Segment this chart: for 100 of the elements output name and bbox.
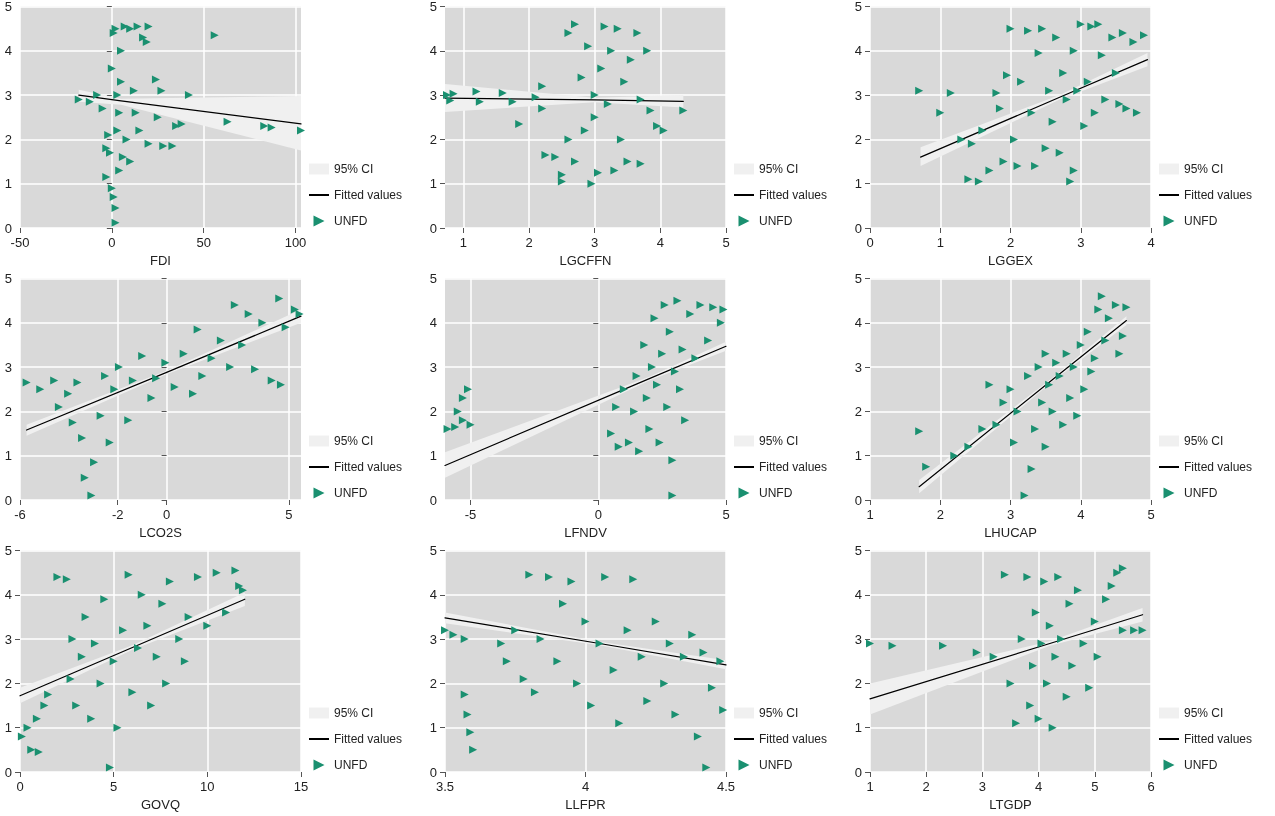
point [203,621,212,630]
legend-label: UNFD [334,758,368,772]
point [601,573,610,582]
x-tick-label: 3.5 [435,779,455,794]
x-tick-label: 1 [866,779,874,794]
x-tick-label: -5 [464,507,477,522]
point [992,88,1001,97]
point [1055,371,1064,380]
point [610,166,619,175]
y-tick-label: 4 [4,43,12,59]
point [688,630,697,639]
point [118,153,127,162]
point [142,37,151,46]
point [1080,385,1089,394]
y-tick-label: 1 [429,176,437,192]
point [1085,683,1094,692]
point [541,150,550,159]
y-tick-label: 5 [854,271,862,286]
point [135,126,144,135]
x-tick-label: 4 [581,779,590,794]
point [1024,26,1033,35]
point [972,648,981,657]
point [964,175,973,184]
point [275,294,284,303]
point [659,126,668,135]
point [653,122,662,131]
point [32,714,41,723]
point [630,407,639,416]
y-tick-label: 5 [854,0,862,14]
point [978,425,987,434]
point [1090,617,1099,626]
y-tick-label: 5 [4,543,12,558]
point [1129,37,1138,46]
y-tick-label: 4 [429,315,437,331]
y-tick-label: 3 [429,631,437,647]
point [525,570,534,579]
point [161,358,170,367]
point [114,363,123,372]
point [73,378,82,387]
point [109,29,118,38]
x-tick-label: 3 [1006,507,1015,522]
legend-label: UNFD [334,486,368,500]
legend-label: UNFD [1184,214,1218,228]
y-tick-label: 0 [429,220,437,236]
point [68,635,77,644]
x-tick-label: 3 [978,779,987,794]
point [53,573,62,582]
point [646,106,655,115]
point [244,309,253,318]
x-tick-label: 5 [1091,779,1099,794]
point [451,422,460,431]
x-tick-label: 2 [1006,235,1015,250]
y-tick-label: 0 [4,492,12,508]
x-tick-label: 5 [1147,507,1155,522]
point [162,679,171,688]
y-tick-label: 2 [4,675,12,691]
text: 95% CI [334,162,374,176]
y-tick-label: 1 [4,720,12,736]
y-tick-label: 0 [4,220,12,236]
point [985,380,994,389]
point [458,394,467,403]
legend-label: Fitted values [1184,460,1253,474]
x-axis-title: LGGEX [988,252,1034,268]
point [1066,177,1075,186]
y-tick-label: 3 [4,631,12,647]
point [1031,161,1040,170]
point [105,763,114,772]
point [716,657,725,666]
x-axis-title: GOVQ [140,796,181,812]
point [446,96,455,105]
point [66,674,75,683]
y-tick-label: 5 [4,0,12,14]
point [557,170,566,179]
x-tick-label: 50 [196,235,211,250]
x-tick-label: 10 [200,779,215,794]
point [665,639,674,648]
point [469,745,478,754]
y-tick-label: 2 [429,131,437,147]
point [670,367,679,376]
y-tick-label: 2 [4,131,12,147]
point [1051,652,1060,661]
point [126,157,135,166]
y-tick-label: 3 [4,87,12,103]
y-tick-label: 1 [854,176,862,192]
point [553,657,562,666]
point [519,674,528,683]
y-tick-label: 3 [429,87,437,103]
point [629,575,638,584]
point [134,643,143,652]
point [597,64,606,73]
point [603,99,612,108]
point [1104,314,1113,323]
y-tick-label: 1 [854,720,862,736]
point [34,748,43,757]
x-tick-label: 1 [866,507,874,522]
x-tick-label: 3 [591,235,599,250]
point [1094,305,1103,314]
point [129,86,138,95]
point [1024,371,1033,380]
point [23,723,32,732]
